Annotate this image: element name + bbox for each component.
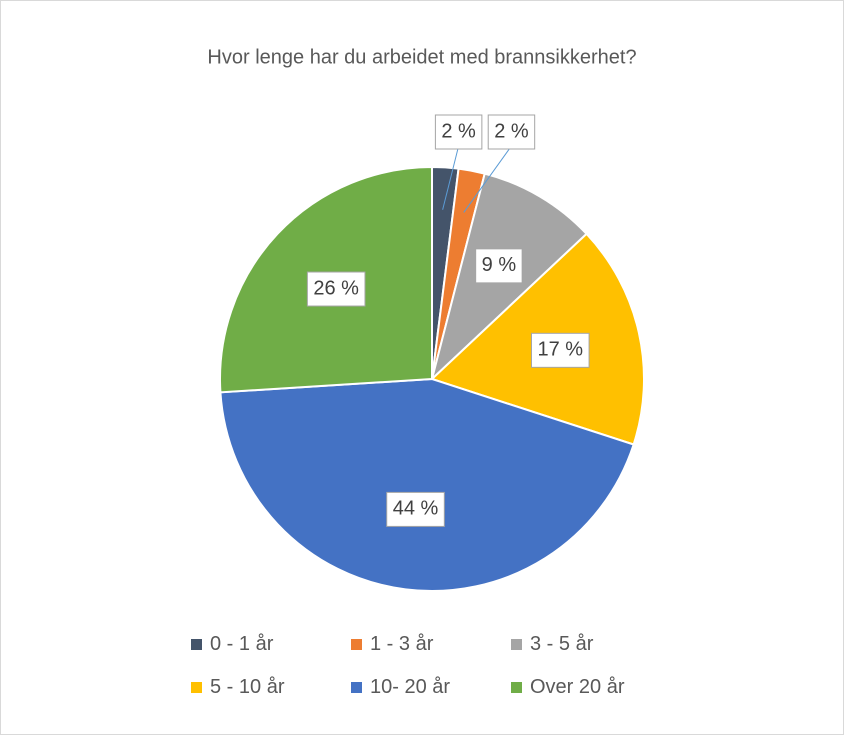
chart-title: Hvor lenge har du arbeidet med brannsikk… xyxy=(207,46,636,68)
legend-swatch xyxy=(191,639,202,650)
data-label: 17 % xyxy=(537,339,583,361)
legend-label: 1 - 3 år xyxy=(370,633,434,655)
label-box xyxy=(386,491,445,527)
legend-swatch xyxy=(511,639,522,650)
legend-label: 0 - 1 år xyxy=(210,633,274,655)
data-label: 9 % xyxy=(482,254,517,276)
legend-swatch xyxy=(191,682,202,693)
legend-item: 10- 20 år xyxy=(351,676,511,699)
label-box xyxy=(487,114,536,150)
data-label: 44 % xyxy=(393,498,439,520)
leader-line xyxy=(463,145,512,213)
label-box xyxy=(306,271,366,307)
legend-item: 0 - 1 år xyxy=(191,633,351,656)
legend-item: Over 20 år xyxy=(511,676,671,699)
legend-label: Over 20 år xyxy=(530,676,625,698)
legend-item: 5 - 10 år xyxy=(191,676,351,699)
label-box xyxy=(434,114,483,150)
legend-label: 10- 20 år xyxy=(370,676,451,698)
data-label: 26 % xyxy=(313,277,359,299)
legend-swatch xyxy=(351,639,362,650)
legend-item: 3 - 5 år xyxy=(511,633,671,656)
data-label: 2 % xyxy=(441,120,476,142)
label-box xyxy=(530,332,590,368)
pie-slice xyxy=(219,377,635,592)
legend-label: 5 - 10 år xyxy=(210,676,285,698)
legend-swatch xyxy=(351,682,362,693)
legend-item: 1 - 3 år xyxy=(351,633,511,656)
legend-swatch xyxy=(511,682,522,693)
label-box xyxy=(475,248,523,284)
leader-line xyxy=(442,145,460,210)
legend: 0 - 1 år 1 - 3 år 3 - 5 år 5 - 10 år 10- 20 … xyxy=(171,633,691,699)
plot: Hvor lenge har du arbeidet med brannsikk… xyxy=(207,46,645,592)
legend-label: 3 - 5 år xyxy=(530,633,594,655)
data-label: 2 % xyxy=(494,120,529,142)
